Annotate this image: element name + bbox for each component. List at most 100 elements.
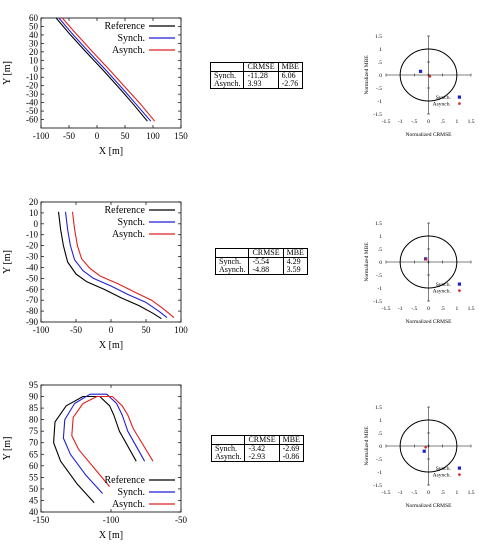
- legend-label: Synch.: [436, 466, 452, 472]
- x-tick-label: -1: [398, 306, 403, 312]
- error-table-2: CRMSE MBE Synch. -5.54 4.29 Asynch. -4.88 3.5…: [215, 248, 308, 275]
- series-line-asynch: [61, 17, 156, 122]
- table-cell: -5.54: [252, 257, 270, 266]
- x-tick-label: -1.5: [382, 119, 391, 125]
- table-cell: -2.69: [278, 444, 304, 453]
- table-cell: -2.76: [277, 80, 303, 89]
- table-header: CRMSE: [244, 435, 280, 445]
- legend-swatch-asynch: [458, 289, 461, 292]
- y-tick-label: -1.5: [373, 299, 382, 305]
- table-row-label: Asynch.: [210, 80, 245, 89]
- x-tick-label: 100: [174, 325, 188, 335]
- y-tick-label: -10: [26, 230, 38, 240]
- y-tick-label: 70: [29, 438, 39, 448]
- x-tick-label: 0: [427, 119, 430, 125]
- x-tick-label: 0: [95, 131, 100, 141]
- x-tick-label: -.5: [411, 119, 417, 125]
- y-tick-label: 1.5: [375, 405, 382, 411]
- x-tick-label: 50: [121, 131, 131, 141]
- y-tick-label: -10: [26, 72, 38, 82]
- unit-circle: [399, 235, 458, 289]
- table-cell: 6.06: [277, 71, 303, 80]
- plot-frame: [40, 384, 182, 513]
- y-tick-label: 75: [29, 426, 39, 436]
- x-tick-label: -50: [70, 325, 82, 335]
- y-tick-label: 60: [29, 461, 39, 471]
- series-line-asynch: [71, 395, 154, 487]
- y-tick-label: -20: [26, 241, 38, 251]
- y-tick-label: 10: [29, 208, 39, 218]
- error-table-1: CRMSE MBE Synch. -11.28 6.06 Asynch. 3.93 -2.…: [210, 62, 303, 89]
- x-tick-label: -100: [33, 325, 50, 335]
- table-header: MBE: [282, 248, 308, 258]
- x-tick-label: -.5: [411, 306, 417, 312]
- x-tick-label: 0: [427, 306, 430, 312]
- y-tick-label: 1.5: [375, 221, 382, 227]
- x-tick-label: -50: [63, 131, 75, 141]
- y-tick-label: -90: [26, 317, 38, 327]
- x-axis-label: Normalized CRMSE: [406, 319, 453, 325]
- legend-label: Synch.: [436, 95, 452, 101]
- plot-frame: [40, 17, 182, 129]
- y-tick-label: -30: [26, 89, 38, 99]
- series-line-synch: [58, 17, 152, 122]
- legend-label: Reference: [104, 205, 145, 216]
- x-tick-label: 150: [174, 131, 188, 141]
- x-tick-label: 1.5: [468, 306, 475, 312]
- y-tick-label: 65: [29, 449, 39, 459]
- x-tick-label: 1.5: [468, 490, 475, 496]
- y-tick-label: -.5: [376, 457, 382, 463]
- y-tick-label: -60: [26, 284, 38, 294]
- table-cell: -4.88: [252, 265, 270, 274]
- legend-label: Synch.: [118, 217, 146, 228]
- trajectory-chart-2: -100 -50 0 50 100-90-80-70-60-50-40-30-20-10…: [2, 197, 188, 351]
- x-tick-label: .5: [441, 490, 445, 496]
- x-axis-label: Normalized CRMSE: [406, 132, 453, 138]
- legend-label: Reference: [104, 475, 145, 486]
- x-tick-label: 1: [455, 490, 458, 496]
- y-tick-label: -60: [26, 115, 38, 125]
- y-tick-label: -70: [26, 295, 38, 305]
- legend-label: Asynch.: [433, 473, 452, 479]
- y-axis-label: Normalized MBE: [364, 426, 370, 466]
- error-table-3: CRMSE MBE Synch. -3.42 -2.69 Asynch. -2.93 -0…: [211, 435, 304, 462]
- table-cell: -11.28: [247, 71, 268, 80]
- table-header: CRMSE: [248, 248, 284, 258]
- x-axis-label: X [m]: [99, 340, 123, 351]
- table-cell: -2.93: [248, 452, 266, 461]
- x-tick-label: -.5: [411, 490, 417, 496]
- y-tick-label: 10: [29, 55, 39, 65]
- trajectory-chart-1: -100 -50 0 50 100 150-60-50-40-30-20-10010203…: [2, 13, 188, 157]
- legend-label: Asynch.: [112, 229, 145, 240]
- legend-swatch-synch: [457, 95, 462, 99]
- y-tick-label: -1.5: [373, 483, 382, 489]
- y-tick-label: -20: [26, 81, 38, 91]
- unit-circle: [399, 419, 458, 473]
- x-tick-label: 1.5: [468, 119, 475, 125]
- target-diagram-3: -1.5-1.5 -1 -1 -.5 -.5 0 0 .5 .5 1 1 1.5 1.5 Synch.As…: [364, 405, 475, 509]
- x-tick-label: -1: [398, 490, 403, 496]
- x-axis-label: Normalized CRMSE: [406, 503, 453, 509]
- y-tick-label: 0: [379, 73, 382, 79]
- series-line-synch: [62, 393, 146, 494]
- y-tick-label: -.5: [376, 273, 382, 279]
- x-tick-label: -50: [175, 515, 187, 525]
- x-tick-label: 1: [455, 119, 458, 125]
- y-tick-label: -40: [26, 262, 38, 272]
- table-row-label: Asynch.: [215, 266, 250, 275]
- y-tick-label: 40: [29, 507, 39, 517]
- table-row-label: Synch.: [215, 257, 250, 266]
- y-tick-label: -50: [26, 273, 38, 283]
- y-tick-label: -1: [377, 470, 382, 476]
- legend-label: Asynch.: [433, 102, 452, 108]
- legend-label: Asynch.: [112, 45, 145, 56]
- y-tick-label: -50: [26, 106, 38, 116]
- y-tick-label: 85: [29, 403, 39, 413]
- y-tick-label: 55: [29, 472, 39, 482]
- y-tick-label: 90: [29, 392, 39, 402]
- table-header: MBE: [277, 62, 303, 72]
- y-tick-label: -40: [26, 98, 38, 108]
- legend-swatch-synch: [457, 466, 462, 470]
- x-tick-label: -100: [33, 131, 50, 141]
